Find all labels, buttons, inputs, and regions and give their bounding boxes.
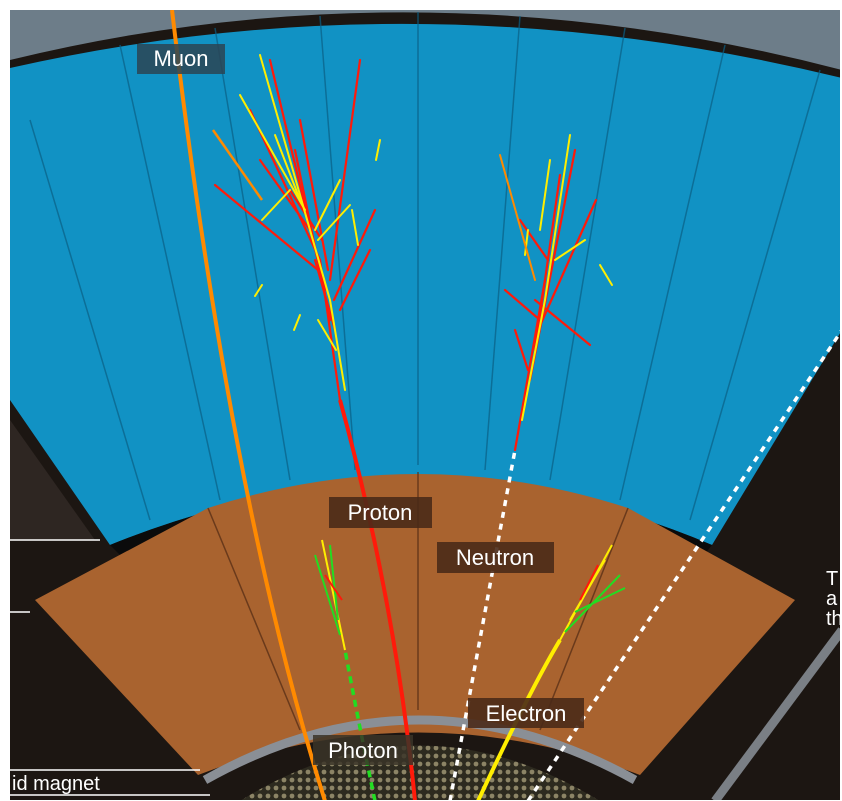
- solenoid-ring: [202, 715, 638, 784]
- photon-shower: [314, 539, 346, 651]
- photon-label: Photon: [313, 735, 413, 765]
- hadronic-shower-left: [213, 54, 381, 402]
- right-fragment-line-2: a: [826, 588, 838, 610]
- muon-chamber: [10, 23, 840, 545]
- photon-track: [343, 649, 377, 800]
- muon-track: [170, 10, 327, 800]
- electron-label-text: Electron: [486, 701, 567, 726]
- muon-label-text: Muon: [153, 46, 208, 71]
- left-guide-lines: [10, 539, 210, 796]
- hadronic-shower-right: [499, 134, 613, 452]
- proton-label: Proton: [329, 497, 432, 528]
- neutral-tracks: [448, 329, 840, 800]
- neutron-label: Neutron: [437, 542, 554, 573]
- muon-track-branch: [211, 129, 264, 201]
- proton-label-text: Proton: [348, 500, 413, 525]
- muon-label: Muon: [137, 44, 225, 74]
- right-structure-bar: [711, 627, 840, 800]
- outer-ring: [10, 10, 840, 70]
- electron-shower: [559, 544, 626, 641]
- right-fragment-line-1: T: [826, 568, 838, 590]
- right-fragment-line-3: th: [826, 608, 842, 630]
- muon-chamber-segments: [29, 12, 821, 521]
- neutron-label-text: Neutron: [456, 545, 534, 570]
- electron-label: Electron: [468, 698, 584, 728]
- left-panel: [10, 420, 95, 540]
- photon-label-text: Photon: [328, 738, 398, 763]
- magnet-label: id magnet: [12, 773, 100, 795]
